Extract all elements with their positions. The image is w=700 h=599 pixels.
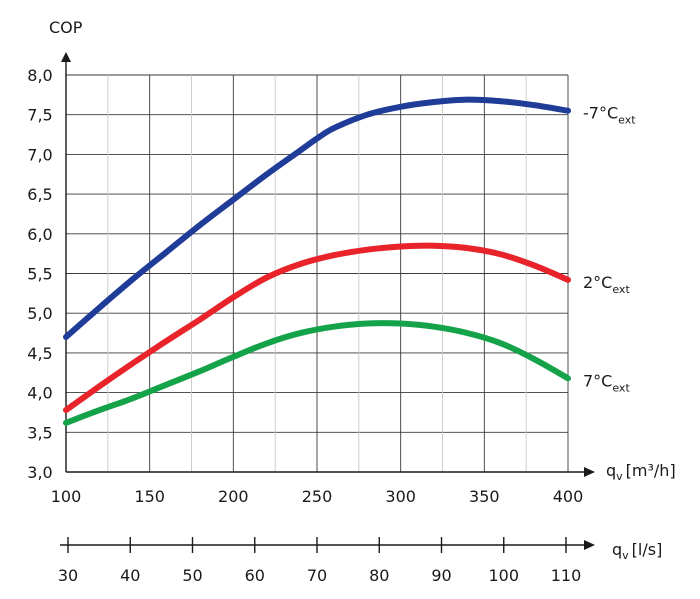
y-tick-label: 5,0 (27, 304, 52, 323)
series-label-0: -7°Cext (583, 104, 636, 127)
series-label-sub: ext (612, 283, 630, 296)
series-label-2: 7°Cext (583, 371, 630, 394)
secondary-tick-label: 50 (182, 566, 202, 585)
x-axis-title-main-unit: [m³/h] (626, 461, 676, 480)
x-axis-arrow (584, 467, 595, 477)
secondary-tick-label: 30 (58, 566, 78, 585)
x-tick-label: 400 (553, 487, 584, 506)
secondary-tick-label: 70 (307, 566, 327, 585)
x-tick-label: 100 (51, 487, 82, 506)
y-axis-title: COP (49, 18, 83, 37)
secondary-tick-label: 90 (431, 566, 451, 585)
x-axis-title-main: qv [m³/h] (606, 461, 676, 483)
y-tick-label: 3,5 (27, 423, 52, 442)
series-label-main: -7°C (583, 104, 618, 123)
series-label-main: 7°C (583, 371, 612, 390)
secondary-axis-arrow (584, 540, 595, 550)
x-axis-title-main-sub: v (616, 470, 623, 483)
series-line-2 (63, 320, 571, 426)
y-tick-label: 8,0 (27, 66, 52, 85)
secondary-tick-label: 110 (551, 566, 582, 585)
y-tick-label: 4,5 (27, 344, 52, 363)
y-axis-arrow (61, 52, 71, 62)
x-axis-title-main-q: q (606, 461, 616, 480)
x-tick-label: 200 (218, 487, 249, 506)
axes (60, 52, 595, 553)
secondary-tick-label: 60 (245, 566, 265, 585)
series-line-1 (63, 242, 571, 414)
secondary-tick-label: 80 (369, 566, 389, 585)
labels: 3,0 3,5 4,0 4,5 5,0 5,5 6,0 6,5 7,0 7,5 8,0 100 150 2… (27, 66, 636, 585)
x-axis-title-secondary-sub: v (622, 549, 629, 562)
y-tick-label: 4,0 (27, 384, 52, 403)
y-tick-label: 3,0 (27, 463, 52, 482)
x-tick-label: 350 (469, 487, 500, 506)
secondary-tick-label: 40 (120, 566, 140, 585)
grid (66, 74, 569, 472)
y-tick-label: 7,5 (27, 106, 52, 125)
x-tick-label: 250 (302, 487, 333, 506)
x-axis-title-secondary-unit: [l/s] (632, 540, 663, 559)
series-label-main: 2°C (583, 273, 612, 292)
x-tick-label: 300 (385, 487, 416, 506)
y-tick-label: 6,5 (27, 185, 52, 204)
y-tick-label: 6,0 (27, 225, 52, 244)
y-tick-label: 5,5 (27, 265, 52, 284)
series-label-sub: ext (612, 381, 630, 394)
secondary-tick-label: 100 (488, 566, 519, 585)
series-label-sub: ext (618, 114, 636, 127)
series-label-1: 2°Cext (583, 273, 630, 296)
y-tick-label: 7,0 (27, 145, 52, 164)
series-line-0 (63, 96, 571, 340)
series-lines (63, 96, 571, 426)
x-tick-label: 150 (134, 487, 165, 506)
x-axis-title-secondary: qv [l/s] (612, 540, 662, 562)
x-axis-title-secondary-q: q (612, 540, 622, 559)
